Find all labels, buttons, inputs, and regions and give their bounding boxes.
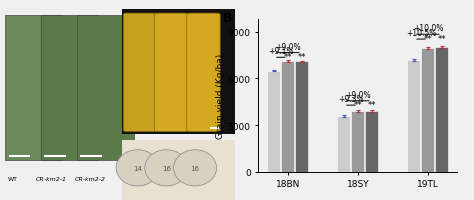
Text: **: ** xyxy=(438,35,446,44)
Text: 14: 14 xyxy=(133,165,142,171)
Bar xyxy=(408,61,420,172)
Bar xyxy=(5,16,62,160)
Bar xyxy=(267,71,280,172)
FancyBboxPatch shape xyxy=(187,14,220,132)
Bar xyxy=(337,116,350,172)
Y-axis label: Grain yield (Kg/ha): Grain yield (Kg/ha) xyxy=(216,54,225,138)
Text: **: ** xyxy=(283,53,292,62)
Text: +9.1%: +9.1% xyxy=(268,47,293,56)
Bar xyxy=(77,16,134,160)
Text: WT: WT xyxy=(8,176,18,181)
Text: CR-km2-1: CR-km2-1 xyxy=(36,176,67,181)
Text: +10.5%: +10.5% xyxy=(406,29,436,38)
FancyBboxPatch shape xyxy=(123,14,157,132)
Bar xyxy=(122,10,235,134)
Bar xyxy=(122,140,235,200)
Text: 16: 16 xyxy=(191,165,200,171)
Bar xyxy=(282,62,294,172)
Text: B: B xyxy=(222,12,232,25)
Circle shape xyxy=(173,150,217,186)
Text: **: ** xyxy=(354,101,362,110)
Bar xyxy=(41,16,98,160)
Text: +10.0%: +10.0% xyxy=(413,24,443,33)
Text: **: ** xyxy=(368,101,376,110)
Text: 16: 16 xyxy=(162,165,171,171)
FancyBboxPatch shape xyxy=(155,14,188,132)
Text: +9.0%: +9.0% xyxy=(345,90,371,99)
Text: +9.3%: +9.3% xyxy=(338,95,364,104)
Text: **: ** xyxy=(424,35,432,44)
Circle shape xyxy=(145,150,188,186)
Circle shape xyxy=(116,150,159,186)
Bar xyxy=(351,111,365,172)
Bar xyxy=(295,62,308,172)
Text: **: ** xyxy=(298,53,306,62)
Text: CR-km2-2: CR-km2-2 xyxy=(74,176,105,181)
Bar xyxy=(421,49,434,172)
Bar xyxy=(436,48,448,172)
Text: +9.0%: +9.0% xyxy=(275,43,301,51)
Bar xyxy=(365,112,378,172)
